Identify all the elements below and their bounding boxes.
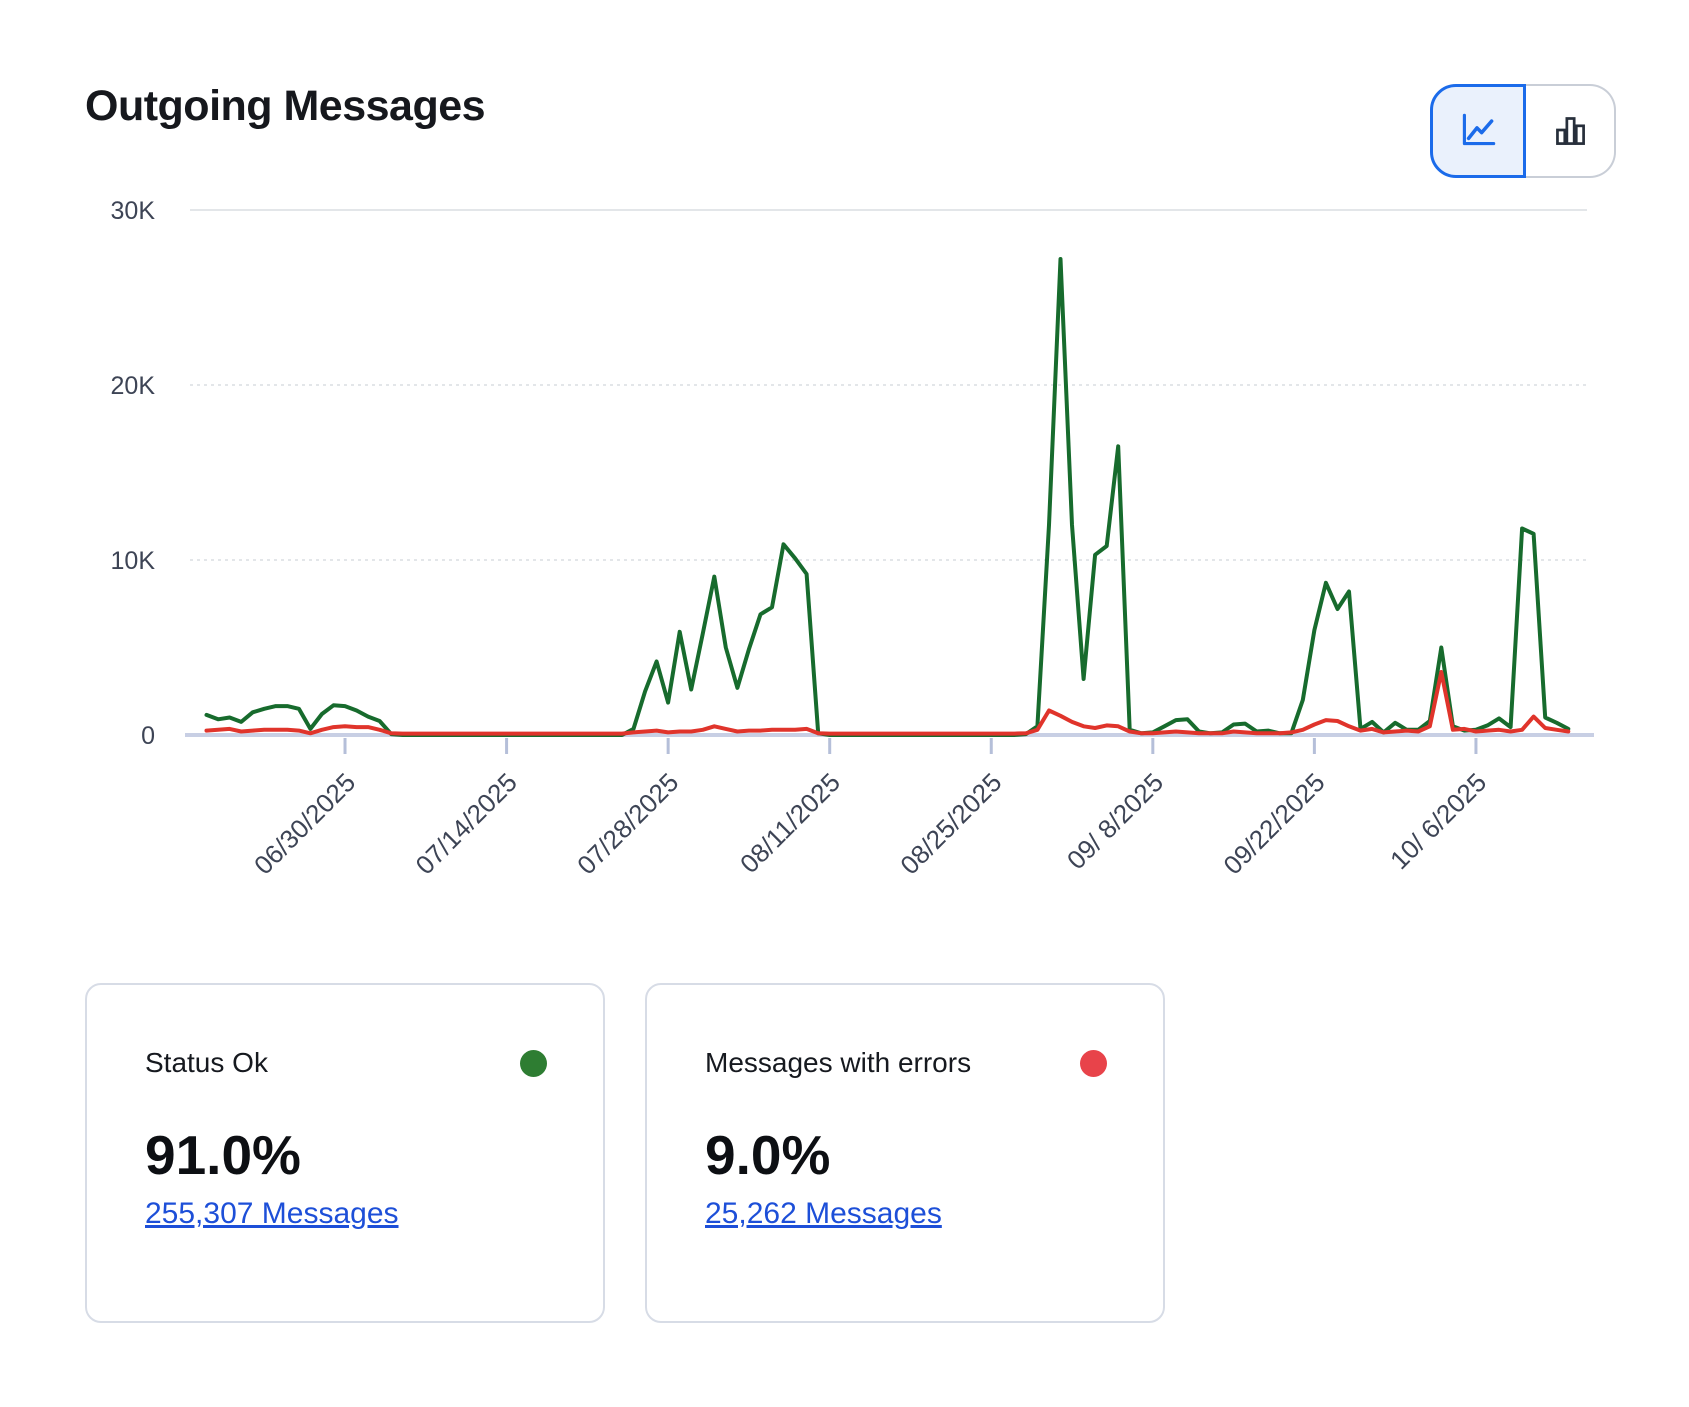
status-ok-card: Status Ok 91.0% 255,307 Messages [85,983,605,1323]
x-axis-tick-label: 06/30/2025 [248,767,361,880]
status-ok-messages-link[interactable]: 255,307 Messages [145,1197,399,1230]
y-axis-tick-label: 10K [111,547,156,575]
x-axis-tick-label: 07/14/2025 [410,767,523,880]
bar-chart-icon [1547,107,1593,156]
messages-with-errors-messages-link[interactable]: 25,262 Messages [705,1197,942,1230]
summary-cards: Status Ok 91.0% 255,307 Messages Message… [85,983,1165,1323]
status-ok-label: Status Ok [145,1047,268,1078]
chart-view-toggle [1430,84,1616,178]
y-axis-tick-label: 0 [141,722,155,750]
x-axis-tick-label: 09/ 8/2025 [1061,767,1169,875]
bar-chart-view-button[interactable] [1526,84,1616,178]
x-axis-tick-label: 07/28/2025 [571,767,684,880]
line-chart-icon [1455,107,1501,156]
y-axis-tick-label: 30K [111,197,156,225]
messages-with-errors-percent: 9.0% [705,1124,831,1186]
outgoing-messages-chart: 30K 20K 10K 0 06/30/2025 07/14/2025 07/28/2025… [111,197,1594,880]
line-chart-view-button[interactable] [1430,84,1526,178]
series-line-status-ok [204,257,1571,737]
messages-with-errors-dot [1080,1049,1107,1077]
status-ok-dot [520,1049,547,1077]
status-ok-percent: 91.0% [145,1124,301,1186]
page-title: Outgoing Messages [85,82,486,130]
messages-with-errors-label: Messages with errors [705,1047,972,1078]
series-line-messages-with-errors [204,670,1571,736]
x-axis-tick-label: 08/11/2025 [734,767,846,879]
x-axis-tick-label: 09/22/2025 [1217,767,1330,880]
y-axis-tick-label: 20K [111,372,156,400]
messages-with-errors-card: Messages with errors 9.0% 25,262 Message… [645,983,1165,1323]
x-axis-tick-label: 08/25/2025 [894,767,1007,880]
x-axis-tick-label: 10/ 6/2025 [1384,767,1492,875]
